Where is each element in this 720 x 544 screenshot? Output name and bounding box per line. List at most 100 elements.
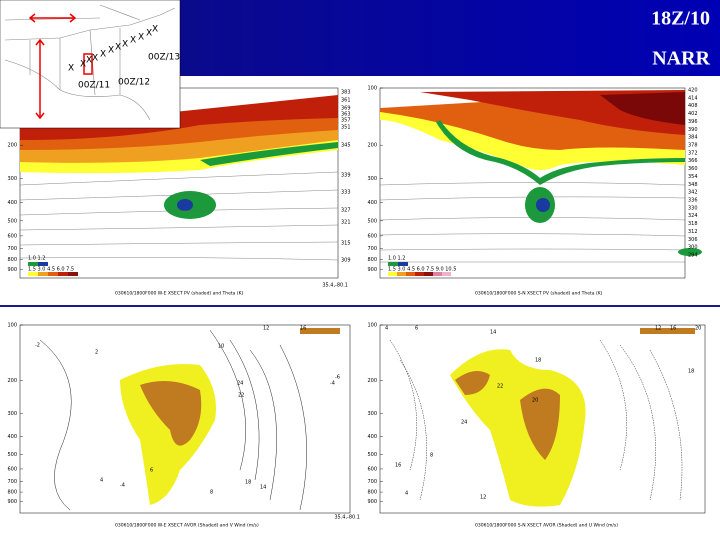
contour-label: 12 <box>655 326 661 332</box>
legend-label: 1.0 1.2 <box>388 256 406 262</box>
theta-label: 383 <box>341 90 351 96</box>
theta-label: 360 <box>688 166 698 172</box>
theta-label: 324 <box>688 213 698 219</box>
pressure-label: 800 <box>7 490 17 496</box>
contour-label: 6 <box>150 468 153 474</box>
pressure-label: 300 <box>7 411 17 417</box>
theta-label: 336 <box>688 198 698 204</box>
pressure-label: 100 <box>7 323 17 329</box>
pressure-label: 200 <box>7 143 17 149</box>
map-inset <box>0 0 181 129</box>
pressure-label: 900 <box>7 499 17 505</box>
theta-label: 372 <box>688 150 698 156</box>
contour-label: -2 <box>35 343 40 349</box>
pressure-label: 700 <box>7 246 17 252</box>
pressure-label: 500 <box>367 452 377 458</box>
theta-label: 348 <box>688 182 698 188</box>
contour-label: 14 <box>490 330 496 336</box>
theta-label: 345 <box>341 143 351 149</box>
track-mark: X <box>108 46 114 56</box>
panel-3-shading <box>379 324 706 514</box>
theta-label: 318 <box>688 221 698 227</box>
contour-label: 16 <box>395 463 401 469</box>
theta-label: 378 <box>688 143 698 149</box>
contour-label: 4 <box>385 326 388 332</box>
contour-label: 16 <box>670 326 676 332</box>
track-mark: X <box>86 56 92 66</box>
theta-label: 309 <box>341 258 351 264</box>
track-mark: X <box>100 50 106 60</box>
pressure-label: 100 <box>367 86 377 92</box>
track-mark: X <box>130 36 136 46</box>
theta-label: 384 <box>688 135 698 141</box>
pressure-label: 400 <box>367 434 377 440</box>
panel-1-shading <box>379 87 702 279</box>
contour-label: 4 <box>100 478 103 484</box>
theta-label: 363 <box>341 112 351 118</box>
contour-label: 20 <box>695 326 701 332</box>
contour-label: 22 <box>238 393 244 399</box>
map-label: 00Z/12 <box>118 78 150 88</box>
theta-label: 366 <box>688 158 698 164</box>
contour-label: 14 <box>260 485 266 491</box>
theta-label: 420 <box>688 88 698 94</box>
contour-label: 4 <box>405 491 408 497</box>
pressure-label: 200 <box>7 378 17 384</box>
theta-label: 369 <box>341 106 351 112</box>
panel-caption: 030610/1800F000 W-E XSECT AVOR (Shaded) … <box>115 523 259 529</box>
contour-label: 24 <box>237 381 243 387</box>
contour-label: 18 <box>535 358 541 364</box>
pressure-label: 300 <box>367 176 377 182</box>
corner-label: 35.4,-80.1 <box>322 283 348 289</box>
pressure-label: 300 <box>367 411 377 417</box>
header-bar <box>180 0 720 76</box>
theta-label: 354 <box>688 174 698 180</box>
pressure-label: 400 <box>367 200 377 206</box>
track-mark: X <box>80 60 86 70</box>
corner-label: 35.4,-80.1 <box>334 515 360 521</box>
theta-label: 294 <box>688 253 698 259</box>
theta-label: 339 <box>341 173 351 179</box>
panel-2-shading <box>19 324 351 514</box>
panel-caption: 030610/1800F000 W-E XSECT PV (shaded) an… <box>115 291 244 297</box>
theta-label: 333 <box>341 190 351 196</box>
contour-label: 22 <box>497 384 503 390</box>
contour-label: 12 <box>263 326 269 332</box>
map-label: 00Z/11 <box>78 81 110 91</box>
pressure-label: 400 <box>7 434 17 440</box>
contour-label: 8 <box>430 453 433 459</box>
legend-label: 1.0 1.2 <box>28 256 46 262</box>
legend-label: 1.5 3.0 4.5 6.0 7.5 9.0 10.5 <box>388 267 456 273</box>
theta-label: 361 <box>341 98 351 104</box>
pressure-label: 900 <box>367 267 377 273</box>
pressure-label: 800 <box>367 257 377 263</box>
header-title: 18Z/10 <box>651 8 710 30</box>
theta-label: 306 <box>688 237 698 243</box>
track-mark: X <box>92 54 98 64</box>
pressure-label: 600 <box>367 233 377 239</box>
pressure-label: 200 <box>367 143 377 149</box>
theta-label: 327 <box>341 208 351 214</box>
pressure-label: 700 <box>367 479 377 485</box>
legend-label: 1.5 3.0 4.5 6.0 7.5 <box>28 267 74 273</box>
pressure-label: 600 <box>7 233 17 239</box>
header-subtitle: NARR <box>652 48 710 70</box>
theta-label: 408 <box>688 103 698 109</box>
pressure-label: 100 <box>367 323 377 329</box>
pressure-label: 200 <box>367 378 377 384</box>
contour-label: -4 <box>120 483 125 489</box>
pressure-label: 600 <box>7 466 17 472</box>
theta-label: 330 <box>688 205 698 211</box>
theta-label: 321 <box>341 220 351 226</box>
track-mark: X <box>138 33 144 43</box>
theta-label: 357 <box>341 118 351 124</box>
panel-caption: 030610/1800F000 S-N XSECT PV (shaded) an… <box>475 291 603 297</box>
contour-label: -6 <box>335 375 340 381</box>
pressure-label: 900 <box>7 267 17 273</box>
contour-label: 6 <box>415 326 418 332</box>
contour-label: 20 <box>532 398 538 404</box>
contour-label: 12 <box>480 495 486 501</box>
theta-label: 312 <box>688 229 698 235</box>
track-mark: X <box>122 40 128 50</box>
contour-label: 18 <box>245 480 251 486</box>
